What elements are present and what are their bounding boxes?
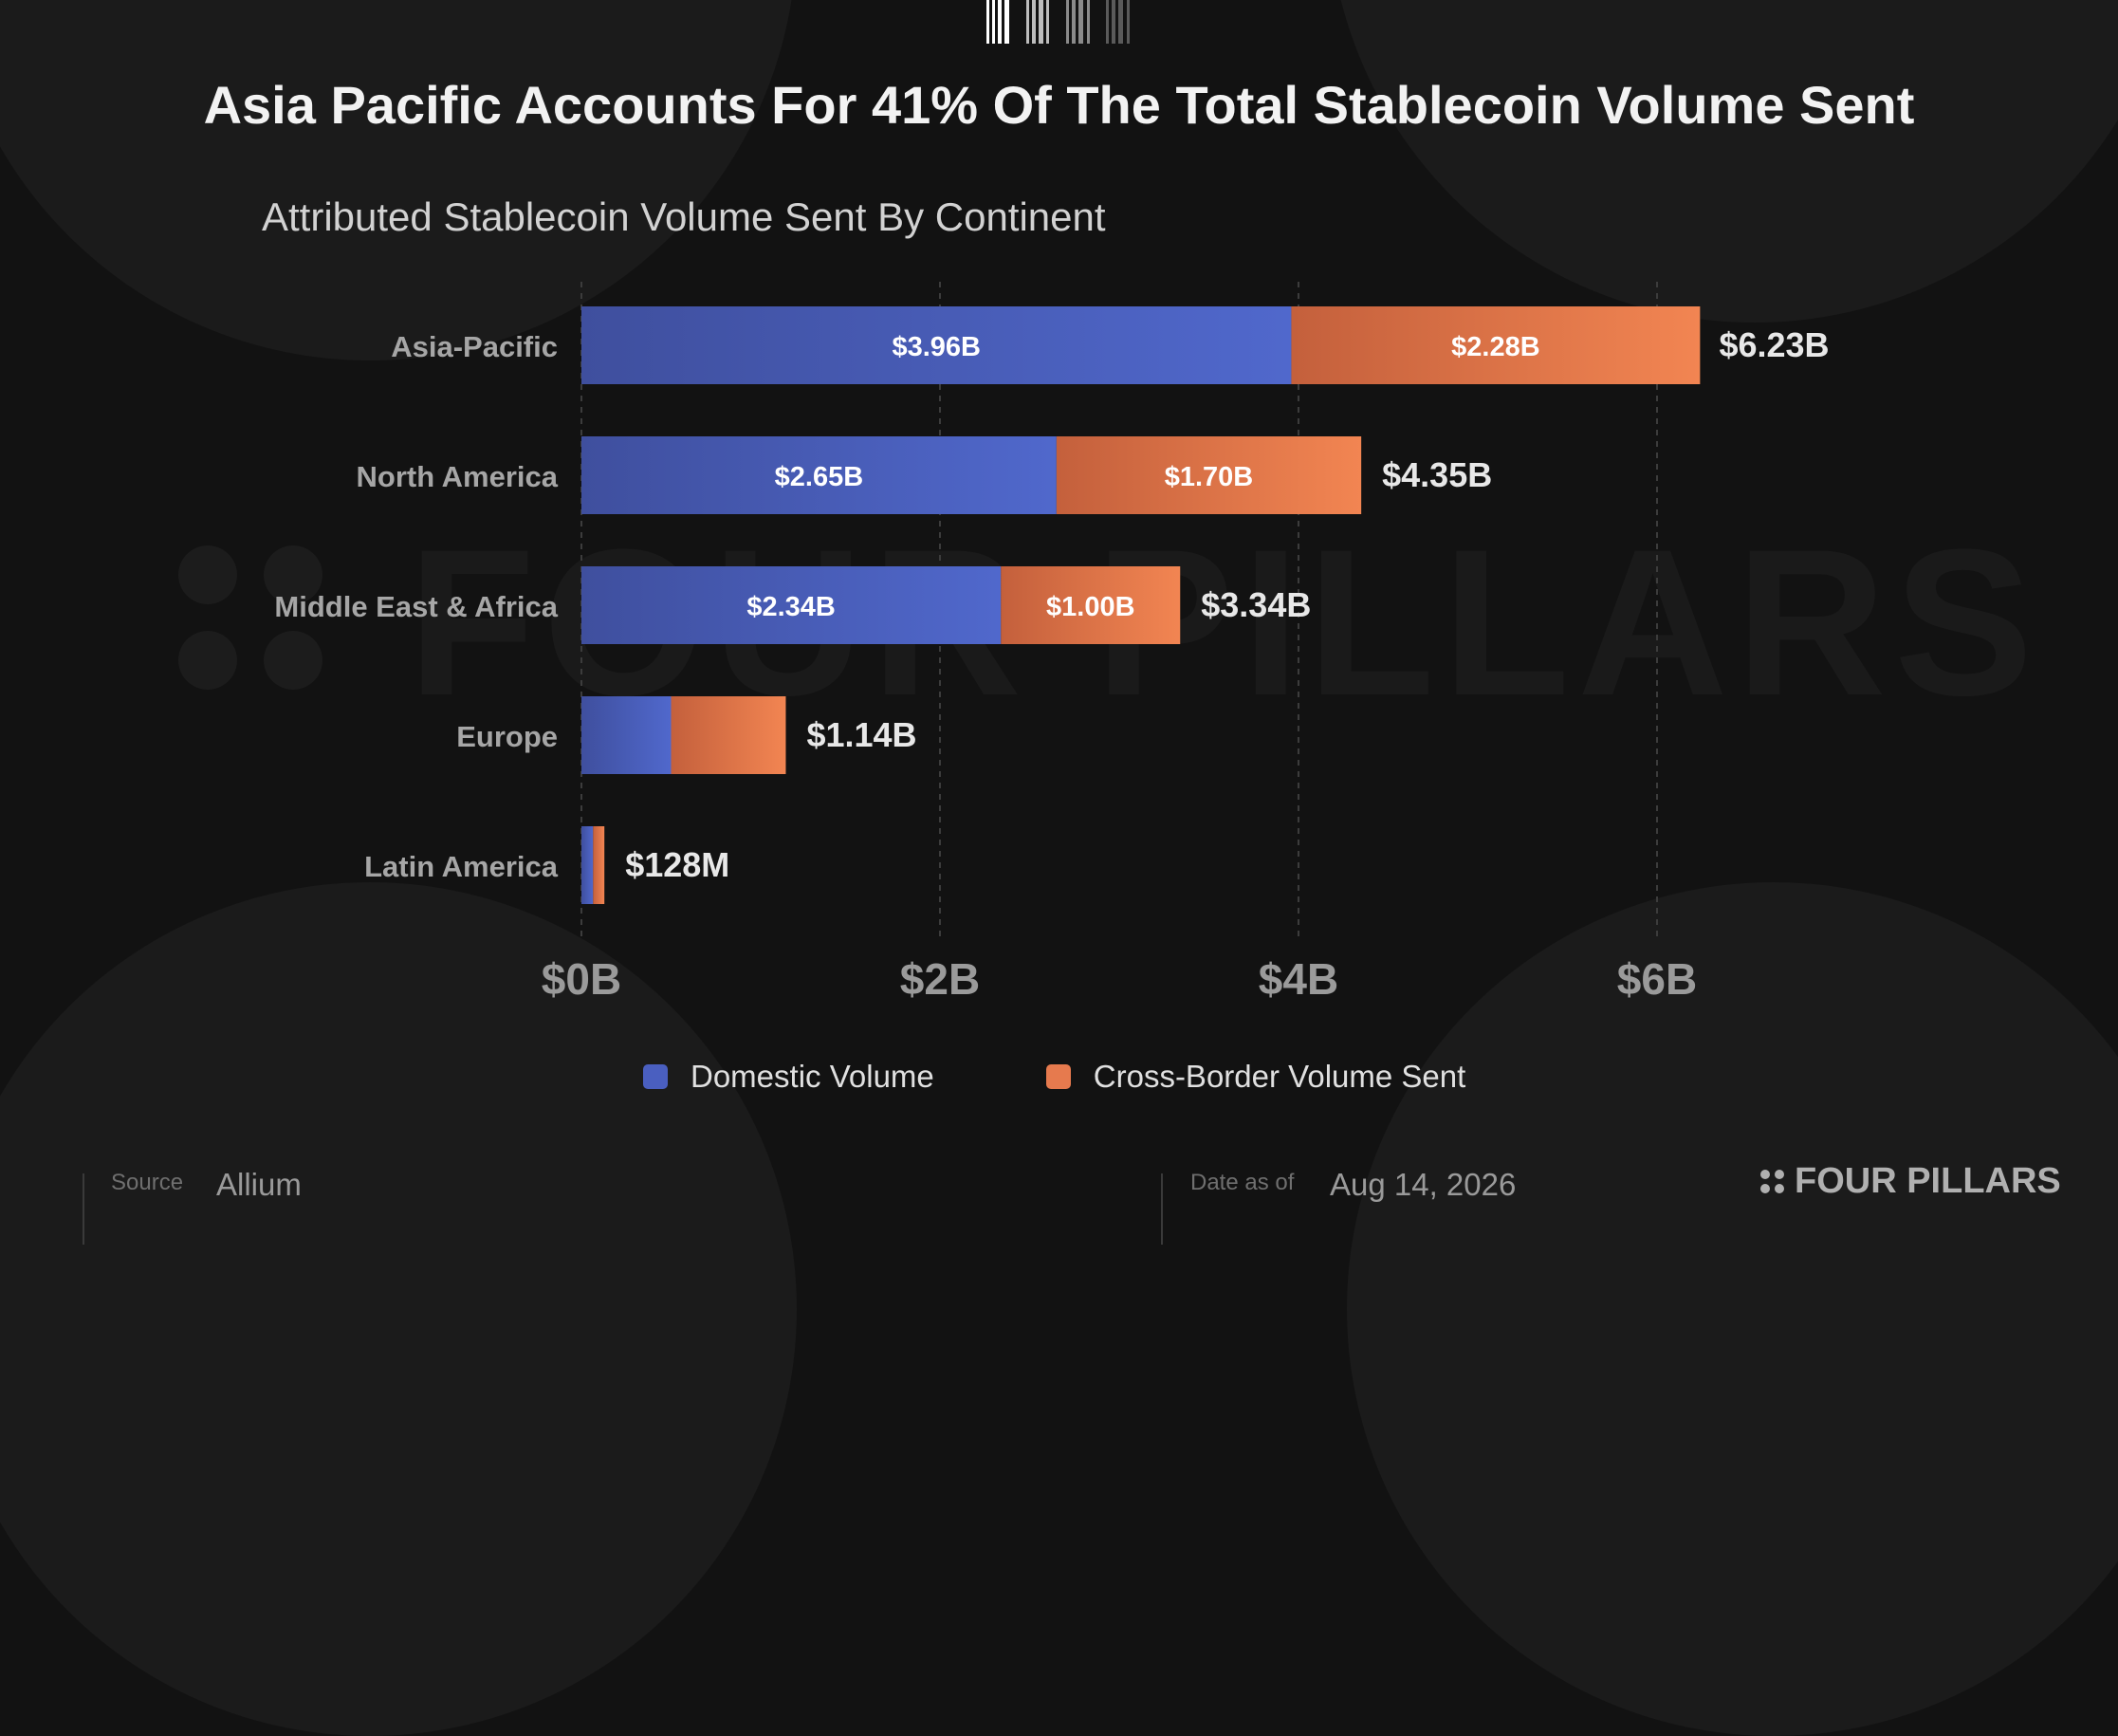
bar-total-label: $3.34B [1201,585,1311,624]
bar-segment-domestic [581,306,1292,384]
category-label: North America [357,460,559,493]
legend: Domestic Volume Cross-Border Volume Sent [643,1059,1577,1095]
bar-segment-domestic [581,696,672,774]
legend-swatch-cross-border [1045,1064,1071,1089]
bar-total-label: $128M [625,845,729,884]
legend-swatch-domestic [643,1064,668,1089]
watermark-dot-icon [264,631,322,690]
footer-source-value: Allium [216,1167,302,1202]
bar-segment-cross-border [671,696,786,774]
watermark-dot-icon [264,545,322,604]
watermark-dot-icon [178,545,237,604]
footer-date-label: Date as of [1190,1170,1295,1195]
bar-segment-cross-border [1291,306,1701,384]
brand-name: FOUR PILLARS [1795,1161,2061,1201]
bar-value-label: $1.00B [1046,592,1135,622]
legend-label-cross-border: Cross-Border Volume Sent [1093,1059,1466,1094]
bar-segment-cross-border [593,826,605,904]
bar-segment-domestic [581,436,1057,514]
watermark-dot-icon [178,631,237,690]
bar-value-label: $2.34B [746,592,836,622]
legend-label-domestic: Domestic Volume [691,1059,934,1094]
bar-segment-domestic [581,826,594,904]
x-tick-label: $2B [900,954,980,1004]
bar-segment-domestic [581,566,1002,644]
bar-total-label: $6.23B [1719,325,1829,364]
bar-total-label: $4.35B [1382,455,1492,494]
x-tick-label: $6B [1617,954,1697,1004]
brand-logo: FOUR PILLARS [1760,1161,2061,1202]
legend-item-cross-border: Cross-Border Volume Sent [1045,1059,1466,1095]
legend-item-domestic: Domestic Volume [643,1059,934,1095]
stacked-bar-chart: $0B $2B $4B $6B Asia-Pacific $3.96B $2.28B $6.2… [274,282,1830,1004]
bar-value-label: $3.96B [892,332,981,362]
bar-total-label: $1.14B [806,715,916,754]
footer-source-label: Source [111,1170,184,1195]
category-label: Latin America [364,850,559,883]
bar-segment-cross-border [1001,566,1181,644]
chart-title: Asia Pacific Accounts For 41% Of The Tot… [203,75,1915,135]
bar-value-label: $2.65B [775,462,864,492]
category-label: Asia-Pacific [391,330,558,363]
category-label: Europe [456,720,558,753]
footer-divider-left [83,1173,84,1245]
category-label: Middle East & Africa [274,590,558,623]
chart-subtitle: Attributed Stablecoin Volume Sent By Con… [262,194,1106,239]
x-tick-label: $4B [1259,954,1338,1004]
brand-dots-icon [1760,1169,1785,1194]
barcode-icon [986,0,1130,44]
bar-value-label: $1.70B [1165,462,1254,492]
bar-segment-cross-border [1056,436,1362,514]
bar-value-label: $2.28B [1451,332,1540,362]
footer-date-value: Aug 14, 2026 [1330,1167,1517,1202]
x-tick-label: $0B [542,954,621,1004]
footer-divider-middle [1161,1173,1163,1245]
